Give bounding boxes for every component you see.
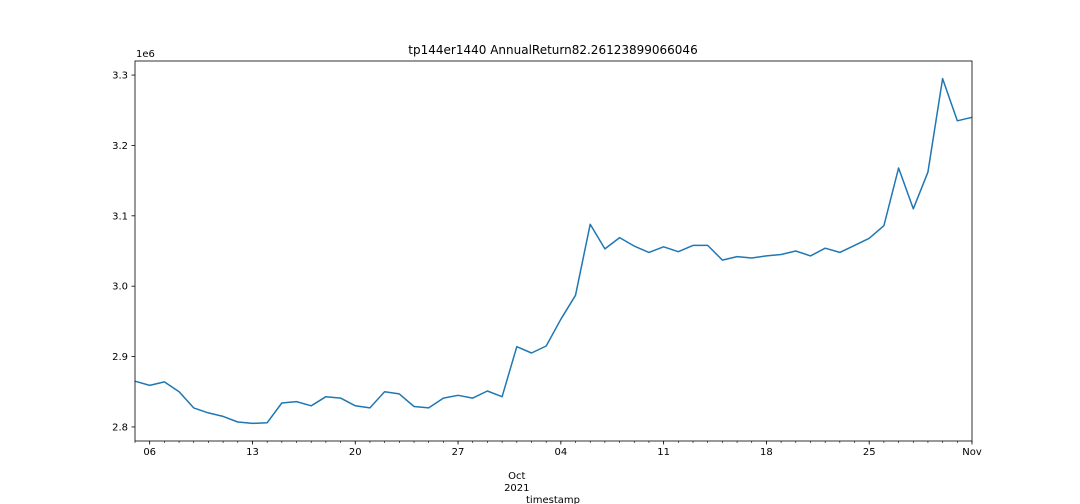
- axes-frame: [134, 60, 973, 442]
- x-tick-label: 06: [143, 447, 156, 458]
- y-tick-label: 3.0: [112, 282, 128, 293]
- x-axis: 06 13 20 27 04 11 18 25 Nov: [134, 441, 982, 458]
- x-tick-label: Nov: [962, 447, 982, 458]
- y-offset-label: 1e6: [136, 49, 155, 60]
- x-tick-label: 11: [657, 447, 670, 458]
- y-tick-label: 3.2: [112, 141, 128, 152]
- x-tick-label: 27: [452, 447, 465, 458]
- series-line-0: [134, 77, 973, 425]
- y-axis: 2.8 2.9 3.0 3.1 3.2 3.3: [112, 71, 135, 433]
- x-tick-label: 18: [760, 447, 773, 458]
- x-tick-label: 04: [554, 447, 567, 458]
- y-tick-label: 3.1: [112, 211, 128, 222]
- x-tick-label: 20: [349, 447, 362, 458]
- x-secondary-month-label: Oct: [508, 471, 525, 482]
- y-tick-label: 2.9: [112, 352, 128, 363]
- chart-title: tp144er1440 AnnualReturn82.2612389906604…: [408, 43, 697, 57]
- x-secondary-year-label: 2021: [504, 483, 529, 494]
- x-tick-label: 25: [863, 447, 876, 458]
- y-tick-label: 2.8: [112, 422, 128, 433]
- plot-area: [134, 60, 973, 442]
- x-tick-label: 13: [246, 447, 259, 458]
- y-tick-label: 3.3: [112, 71, 128, 82]
- x-axis-label: timestamp: [526, 495, 580, 504]
